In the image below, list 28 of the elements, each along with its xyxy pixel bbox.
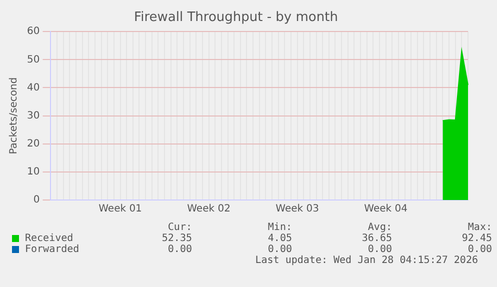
text: 92.45 [460,233,492,244]
y-axis-title: Packets/second [8,77,20,154]
legend-label: Forwarded [25,244,80,255]
text: 4.05 [266,233,292,244]
text: Max: [466,222,492,233]
text: 0.00 [166,244,192,255]
text: 52.35 [160,233,192,244]
x-tick-label: Week 01 [98,204,142,215]
y-tick-label: 10 [26,166,40,178]
text: 0.00 [466,244,492,255]
text: Avg: [366,222,392,233]
x-tick-label: Week 02 [187,204,230,215]
y-tick-label: 0 [33,194,40,206]
text: 36.65 [360,233,392,244]
y-tick-label: 50 [26,54,40,66]
x-tick-label: Week 03 [276,204,319,215]
legend-label: Received [25,233,74,244]
text: Last update: Wed Jan 28 04:15:27 2026 [254,255,478,266]
y-tick-label: 20 [26,138,40,150]
chart-title: Firewall Throughput - by month [134,10,338,26]
text: 0.00 [266,244,292,255]
x-tick-label: Week 04 [364,204,408,215]
y-tick-label: 60 [26,26,40,38]
text: Min: [266,222,292,233]
y-tick-label: 30 [26,110,40,122]
y-tick-label: 40 [26,82,40,94]
text: 0.00 [366,244,392,255]
text: Cur: [166,222,192,233]
